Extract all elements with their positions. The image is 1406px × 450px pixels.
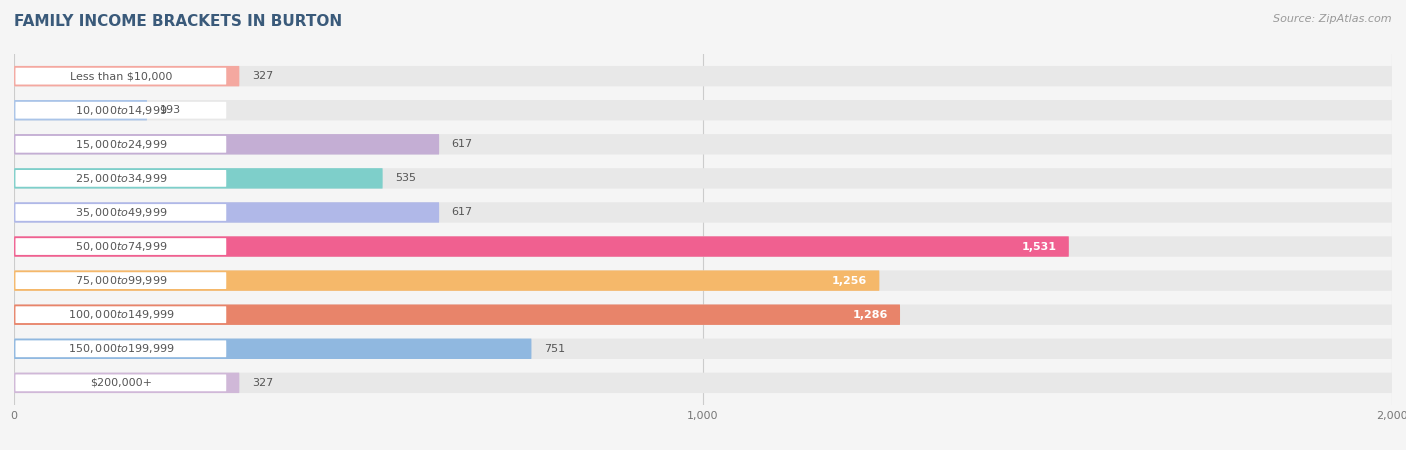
FancyBboxPatch shape [14,134,439,154]
Text: $75,000 to $99,999: $75,000 to $99,999 [75,274,167,287]
Text: Less than $10,000: Less than $10,000 [70,71,172,81]
Text: $15,000 to $24,999: $15,000 to $24,999 [75,138,167,151]
FancyBboxPatch shape [14,168,1392,189]
Text: $35,000 to $49,999: $35,000 to $49,999 [75,206,167,219]
FancyBboxPatch shape [15,102,226,119]
FancyBboxPatch shape [15,204,226,221]
FancyBboxPatch shape [15,68,226,85]
FancyBboxPatch shape [14,168,382,189]
FancyBboxPatch shape [14,338,531,359]
FancyBboxPatch shape [14,202,439,223]
FancyBboxPatch shape [14,270,1392,291]
FancyBboxPatch shape [14,66,1392,86]
Text: 327: 327 [252,71,273,81]
FancyBboxPatch shape [15,136,226,153]
Text: $100,000 to $149,999: $100,000 to $149,999 [67,308,174,321]
FancyBboxPatch shape [15,272,226,289]
Text: 1,531: 1,531 [1021,242,1056,252]
FancyBboxPatch shape [14,338,1392,359]
Text: 1,256: 1,256 [832,275,868,286]
Text: Source: ZipAtlas.com: Source: ZipAtlas.com [1274,14,1392,23]
Text: 327: 327 [252,378,273,388]
FancyBboxPatch shape [15,238,226,255]
Text: 1,286: 1,286 [852,310,887,320]
FancyBboxPatch shape [14,100,148,121]
Text: $10,000 to $14,999: $10,000 to $14,999 [75,104,167,117]
Text: 617: 617 [451,140,472,149]
Text: $200,000+: $200,000+ [90,378,152,388]
Text: 751: 751 [544,344,565,354]
FancyBboxPatch shape [15,374,226,391]
FancyBboxPatch shape [14,373,239,393]
Text: $25,000 to $34,999: $25,000 to $34,999 [75,172,167,185]
FancyBboxPatch shape [14,66,239,86]
FancyBboxPatch shape [15,340,226,357]
FancyBboxPatch shape [14,236,1392,257]
FancyBboxPatch shape [14,100,1392,121]
Text: 535: 535 [395,173,416,184]
Text: 193: 193 [159,105,180,115]
FancyBboxPatch shape [14,373,1392,393]
Text: $50,000 to $74,999: $50,000 to $74,999 [75,240,167,253]
Text: $150,000 to $199,999: $150,000 to $199,999 [67,342,174,355]
FancyBboxPatch shape [15,306,226,323]
Text: 617: 617 [451,207,472,217]
FancyBboxPatch shape [14,134,1392,154]
FancyBboxPatch shape [14,305,1392,325]
FancyBboxPatch shape [15,170,226,187]
FancyBboxPatch shape [14,202,1392,223]
FancyBboxPatch shape [14,236,1069,257]
FancyBboxPatch shape [14,270,879,291]
FancyBboxPatch shape [14,305,900,325]
Text: FAMILY INCOME BRACKETS IN BURTON: FAMILY INCOME BRACKETS IN BURTON [14,14,342,28]
